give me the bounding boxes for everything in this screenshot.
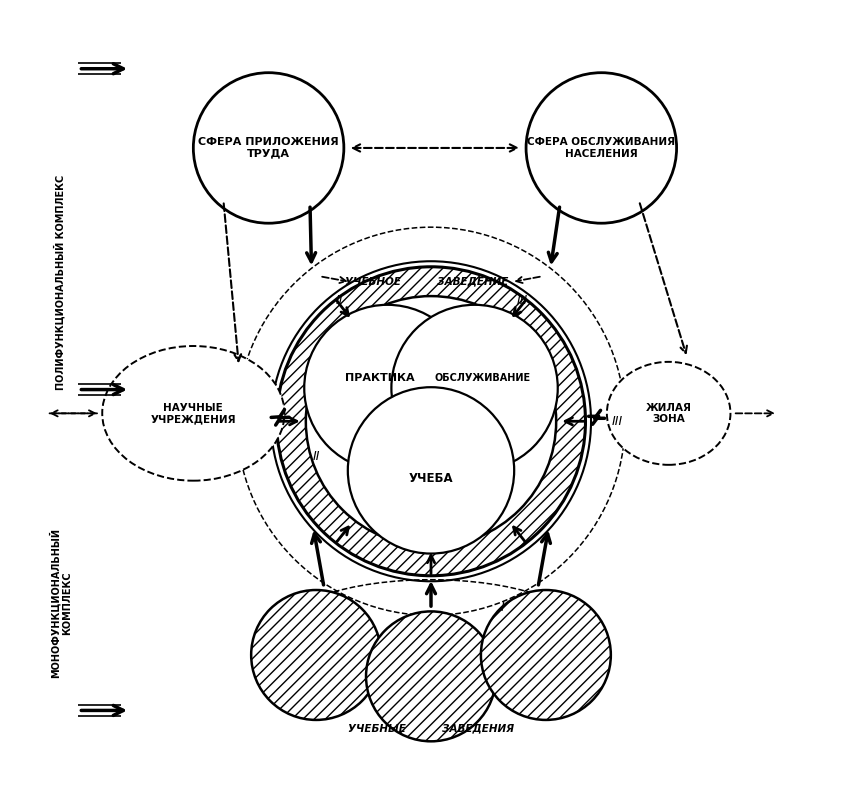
- Circle shape: [251, 590, 381, 720]
- Circle shape: [480, 590, 610, 720]
- Circle shape: [193, 72, 344, 223]
- Text: УЧЕБНЫЕ          ЗАВЕДЕНИЯ: УЧЕБНЫЕ ЗАВЕДЕНИЯ: [348, 723, 513, 734]
- Ellipse shape: [102, 346, 284, 481]
- Text: III: III: [610, 415, 623, 428]
- Ellipse shape: [606, 362, 729, 465]
- Text: СФЕРА ПРИЛОЖЕНИЯ
ТРУДА: СФЕРА ПРИЛОЖЕНИЯ ТРУДА: [198, 138, 338, 159]
- Circle shape: [306, 296, 555, 546]
- Text: ПРАКТИКА: ПРАКТИКА: [344, 374, 414, 383]
- Text: ОБСЛУЖИВАНИЕ: ОБСЛУЖИВАНИЕ: [434, 374, 530, 383]
- Text: НАУЧНЫЕ
УЧРЕЖДЕНИЯ: НАУЧНЫЕ УЧРЕЖДЕНИЯ: [151, 402, 236, 425]
- Circle shape: [347, 387, 514, 553]
- Text: УЧЕБА: УЧЕБА: [408, 471, 453, 485]
- Circle shape: [276, 267, 585, 576]
- Text: ПОЛИФУНКЦИОНАЛЬНЫЙ КОМПЛЕКС: ПОЛИФУНКЦИОНАЛЬНЫЙ КОМПЛЕКС: [54, 175, 66, 390]
- Circle shape: [366, 611, 495, 741]
- Text: III: III: [516, 294, 527, 308]
- Text: СФЕРА ОБСЛУЖИВАНИЯ
НАСЕЛЕНИЯ: СФЕРА ОБСЛУЖИВАНИЯ НАСЕЛЕНИЯ: [527, 138, 675, 159]
- Circle shape: [525, 72, 676, 223]
- Text: II: II: [336, 294, 344, 308]
- Text: УЧЕБНОЕ          ЗАВЕДЕНИЕ: УЧЕБНОЕ ЗАВЕДЕНИЕ: [345, 277, 508, 286]
- Text: МОНОФУНКЦИОНАЛЬНЫЙ
КОМПЛЕКС: МОНОФУНКЦИОНАЛЬНЫЙ КОМПЛЕКС: [48, 529, 71, 678]
- Text: I: I: [500, 601, 504, 614]
- Circle shape: [304, 304, 470, 471]
- Text: ЖИЛАЯ
ЗОНА: ЖИЛАЯ ЗОНА: [645, 402, 691, 425]
- Circle shape: [391, 304, 557, 471]
- Text: II: II: [312, 451, 319, 463]
